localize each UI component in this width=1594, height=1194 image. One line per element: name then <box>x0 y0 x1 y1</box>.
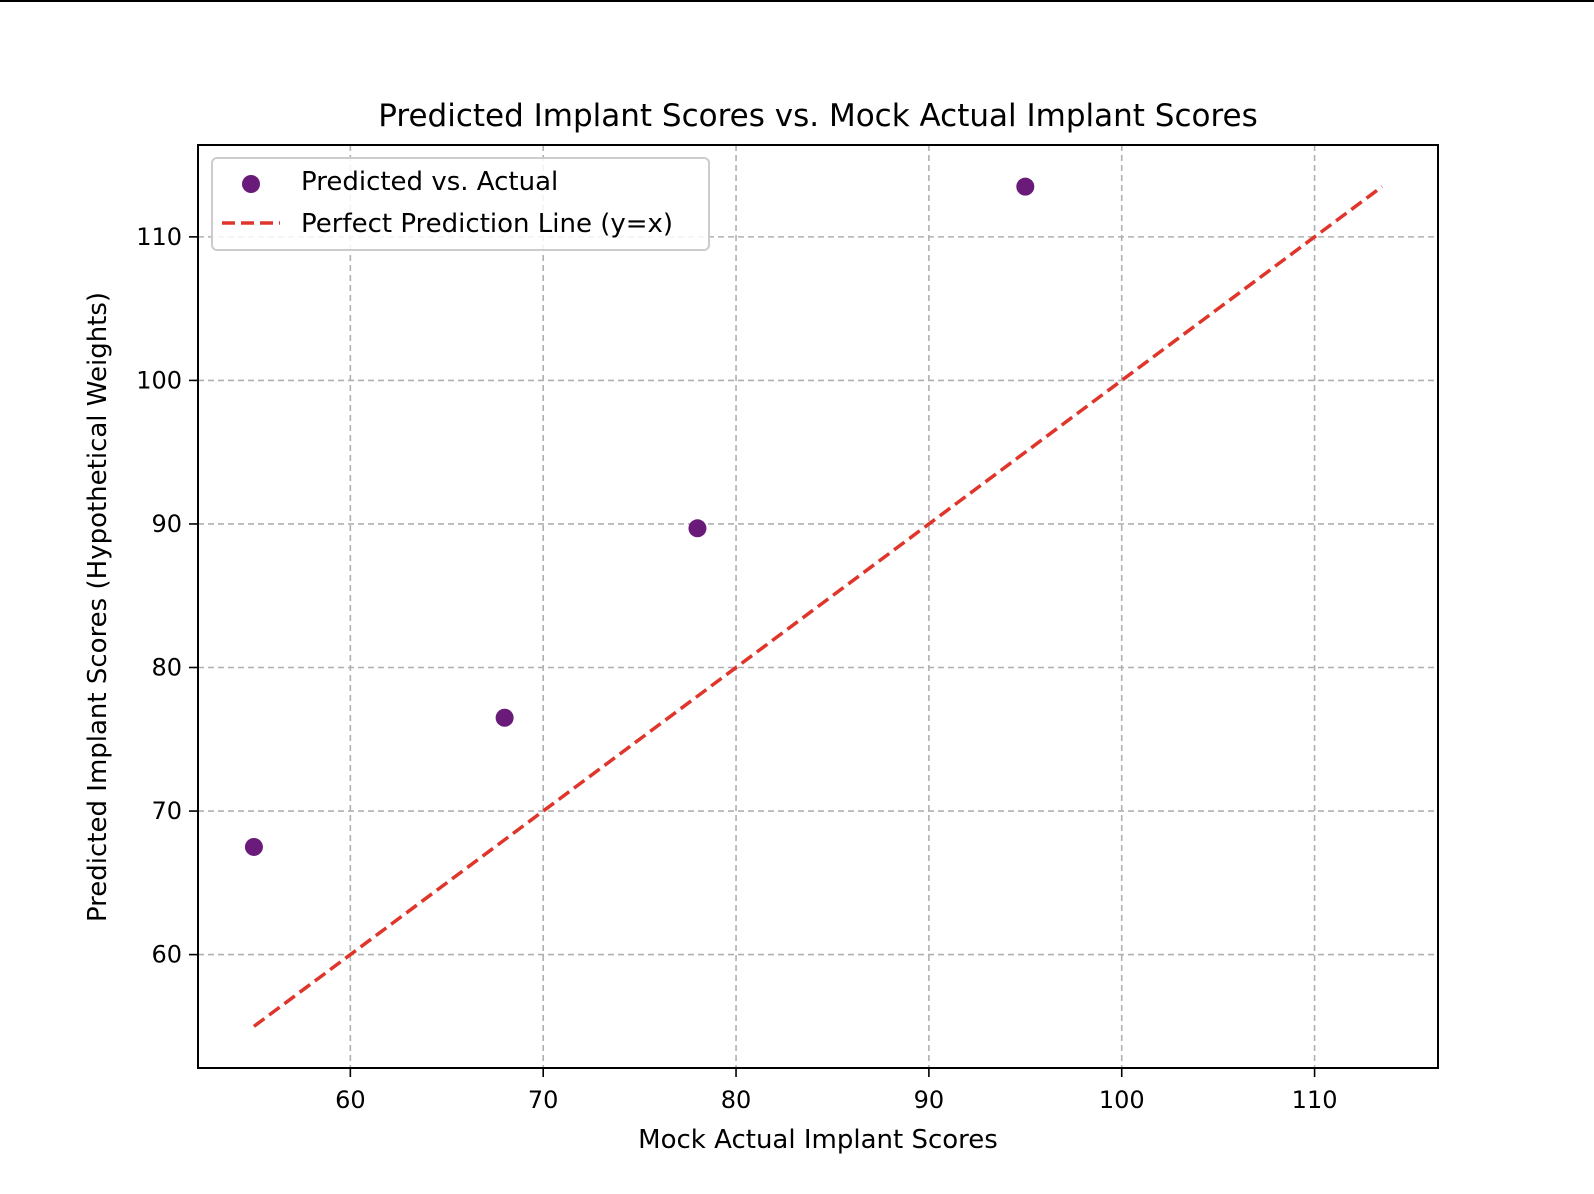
y-tick-label: 110 <box>136 223 182 251</box>
x-tick-label: 100 <box>1099 1086 1145 1114</box>
legend-entry-line: Perfect Prediction Line (y=x) <box>301 209 673 239</box>
legend-entry-scatter: Predicted vs. Actual <box>301 167 558 197</box>
perfect-prediction-line <box>252 185 1384 1028</box>
legend-box <box>211 157 710 251</box>
plot-series <box>244 177 1384 1028</box>
axis-ticks: 60 70 80 90 100 110 60 70 80 90 100 110 <box>136 223 1337 1114</box>
scatter-point <box>688 519 707 538</box>
scatter-point <box>1016 177 1035 196</box>
y-axis-label: Predicted Implant Scores (Hypothetical W… <box>83 292 113 922</box>
y-tick-label: 90 <box>151 510 182 538</box>
grid <box>198 145 1438 1068</box>
y-tick-label: 80 <box>151 654 182 682</box>
scatter-point <box>495 708 514 727</box>
y-tick-label: 70 <box>151 797 182 825</box>
x-tick-label: 90 <box>914 1086 945 1114</box>
scatter-point <box>244 837 263 856</box>
x-axis-label: Mock Actual Implant Scores <box>638 1125 998 1155</box>
legend: Predicted vs. Actual Perfect Prediction … <box>211 157 710 251</box>
x-tick-label: 70 <box>528 1086 559 1114</box>
y-tick-label: 60 <box>151 941 182 969</box>
y-tick-label: 100 <box>136 366 182 394</box>
x-tick-label: 80 <box>721 1086 752 1114</box>
x-tick-label: 110 <box>1292 1086 1338 1114</box>
plot-frame <box>197 144 1439 1069</box>
chart-title: Predicted Implant Scores vs. Mock Actual… <box>378 98 1258 134</box>
x-tick-label: 60 <box>335 1086 366 1114</box>
legend-marker-scatter <box>242 175 260 193</box>
